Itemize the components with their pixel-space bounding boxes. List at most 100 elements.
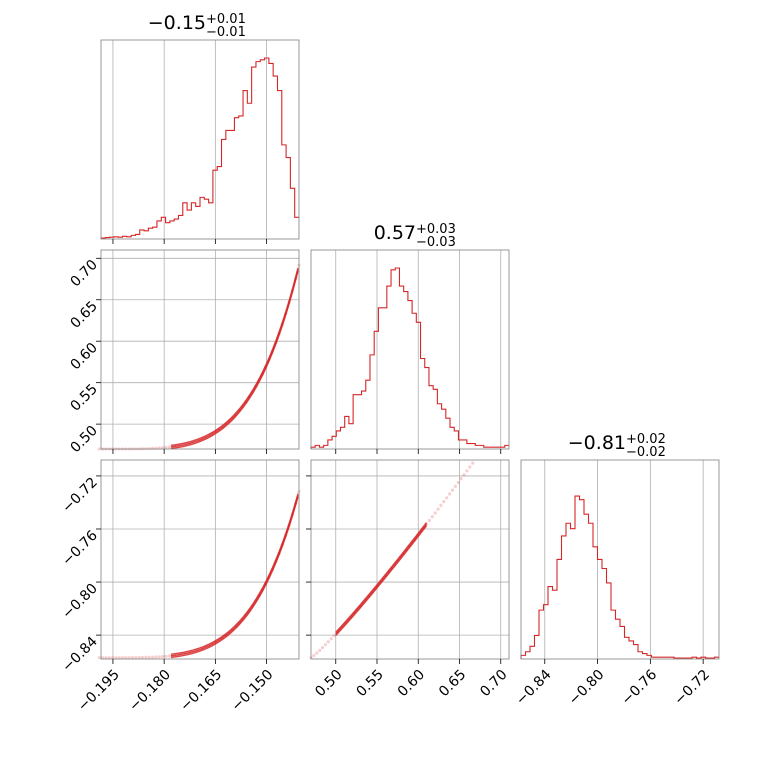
scatter-point	[137, 655, 141, 660]
scatter-point	[430, 515, 434, 519]
scatter-point	[329, 637, 333, 641]
scatter-point	[442, 499, 446, 504]
scatter-point	[120, 656, 125, 660]
scatter-point	[167, 445, 171, 449]
y-tick-label: −0.84	[59, 634, 101, 676]
scatter-point	[456, 480, 460, 485]
scatter-point	[117, 656, 121, 660]
contour-line	[170, 495, 299, 657]
scatter-point	[433, 511, 437, 515]
scatter-point	[445, 496, 449, 500]
scatter-point	[134, 655, 138, 660]
scatter-point	[104, 656, 108, 660]
title-0: −0.15	[148, 12, 206, 34]
panel-2-2: −0.81 +0.02−0.02 −0.84 −0.80 −0.76 −0.72	[513, 432, 720, 709]
panel-1-0: 0.50 0.55 0.60 0.65 0.70	[68, 249, 301, 456]
panel-frame	[520, 459, 720, 660]
scatter-point	[160, 446, 165, 450]
scatter-point	[140, 655, 145, 660]
scatter-point	[459, 477, 463, 481]
title-plus-1: +0.03	[416, 222, 456, 237]
x-tick-label: −0.180	[126, 667, 174, 715]
x-tick-label: −0.76	[619, 667, 661, 709]
title-plus-0: +0.01	[206, 12, 246, 27]
scatter-point	[130, 655, 135, 660]
x-tick-label: −0.84	[513, 667, 555, 709]
panel-1-1: 0.57 +0.03−0.03	[310, 222, 510, 454]
scatter-point	[318, 648, 322, 652]
x-tick-label: 0.60	[395, 667, 428, 700]
contour-line	[335, 523, 428, 635]
y-tick-label: 0.50	[68, 423, 101, 456]
y-tick-label: −0.72	[59, 475, 101, 517]
x-tick-label: −0.72	[671, 667, 713, 709]
contour-line	[335, 525, 428, 636]
scatter-point	[101, 656, 105, 660]
scatter-point	[471, 461, 475, 465]
scatter-point	[97, 656, 101, 660]
x-tick-label: 0.50	[312, 667, 345, 700]
scatter-point	[150, 446, 155, 451]
scatter-point	[448, 492, 452, 496]
scatter-point	[439, 503, 443, 507]
scatter-point	[147, 655, 151, 659]
y-tick-label: 0.60	[68, 340, 101, 373]
histogram-1	[310, 267, 509, 449]
scatter-point	[332, 634, 336, 638]
title-minus-0: −0.01	[206, 25, 246, 40]
scatter-point	[147, 446, 151, 451]
panel-frame	[100, 249, 300, 450]
scatter-point	[111, 656, 115, 660]
scatter-point	[164, 654, 168, 658]
panel-0-0: −0.15 +0.01−0.01	[100, 12, 300, 244]
scatter-point	[114, 656, 118, 660]
histogram-2	[520, 495, 719, 659]
scatter-point	[312, 653, 316, 658]
scatter-point	[323, 643, 328, 647]
scatter-point	[107, 656, 111, 660]
scatter-point	[462, 473, 466, 477]
scatter-point	[160, 654, 165, 659]
x-tick-label: 0.55	[354, 667, 387, 700]
title-2: −0.81	[568, 432, 626, 454]
contour-line	[335, 522, 428, 633]
x-tick-label: −0.195	[75, 667, 123, 715]
scatter-points	[309, 461, 475, 660]
y-tick-label: −0.80	[59, 581, 101, 623]
scatter-point	[427, 518, 431, 523]
x-tick-label: 0.65	[436, 667, 469, 700]
scatter-point	[436, 507, 440, 511]
panel-frame	[310, 459, 510, 660]
panel-2-0: −0.195 −0.180 −0.165 −0.150 −0.84 −0.80 −0.76 −…	[59, 459, 301, 715]
x-tick-label: −0.80	[566, 667, 608, 709]
title-minus-1: −0.03	[416, 235, 456, 250]
y-tick-label: 0.70	[68, 257, 101, 290]
x-tick-label: −0.165	[177, 667, 225, 715]
panel-frame	[100, 459, 300, 660]
contour-line	[170, 496, 299, 659]
scatter-point	[326, 640, 330, 644]
scatter-point	[157, 655, 161, 659]
scatter-point	[167, 654, 171, 658]
y-tick-label: 0.55	[68, 381, 101, 414]
scatter-point	[144, 655, 148, 659]
scatter-point	[127, 656, 131, 660]
panel-2-1: 0.50 0.55 0.60 0.65 0.70	[306, 459, 511, 700]
x-tick-label: 0.70	[477, 667, 510, 700]
title-1: 0.57	[374, 222, 416, 244]
y-tick-label: 0.65	[68, 298, 101, 331]
title-plus-2: +0.02	[626, 432, 666, 447]
contour-line	[170, 270, 299, 450]
scatter-point	[315, 651, 319, 655]
scatter-point	[468, 465, 472, 469]
title-minus-2: −0.02	[626, 445, 666, 460]
contour-line	[170, 269, 299, 448]
scatter-point	[150, 655, 155, 659]
scatter-point	[124, 656, 128, 660]
panel-frame	[310, 249, 510, 450]
y-tick-label: −0.76	[59, 528, 101, 570]
panel-frame	[100, 39, 300, 240]
scatter-point	[453, 484, 457, 488]
scatter-point	[164, 445, 168, 450]
